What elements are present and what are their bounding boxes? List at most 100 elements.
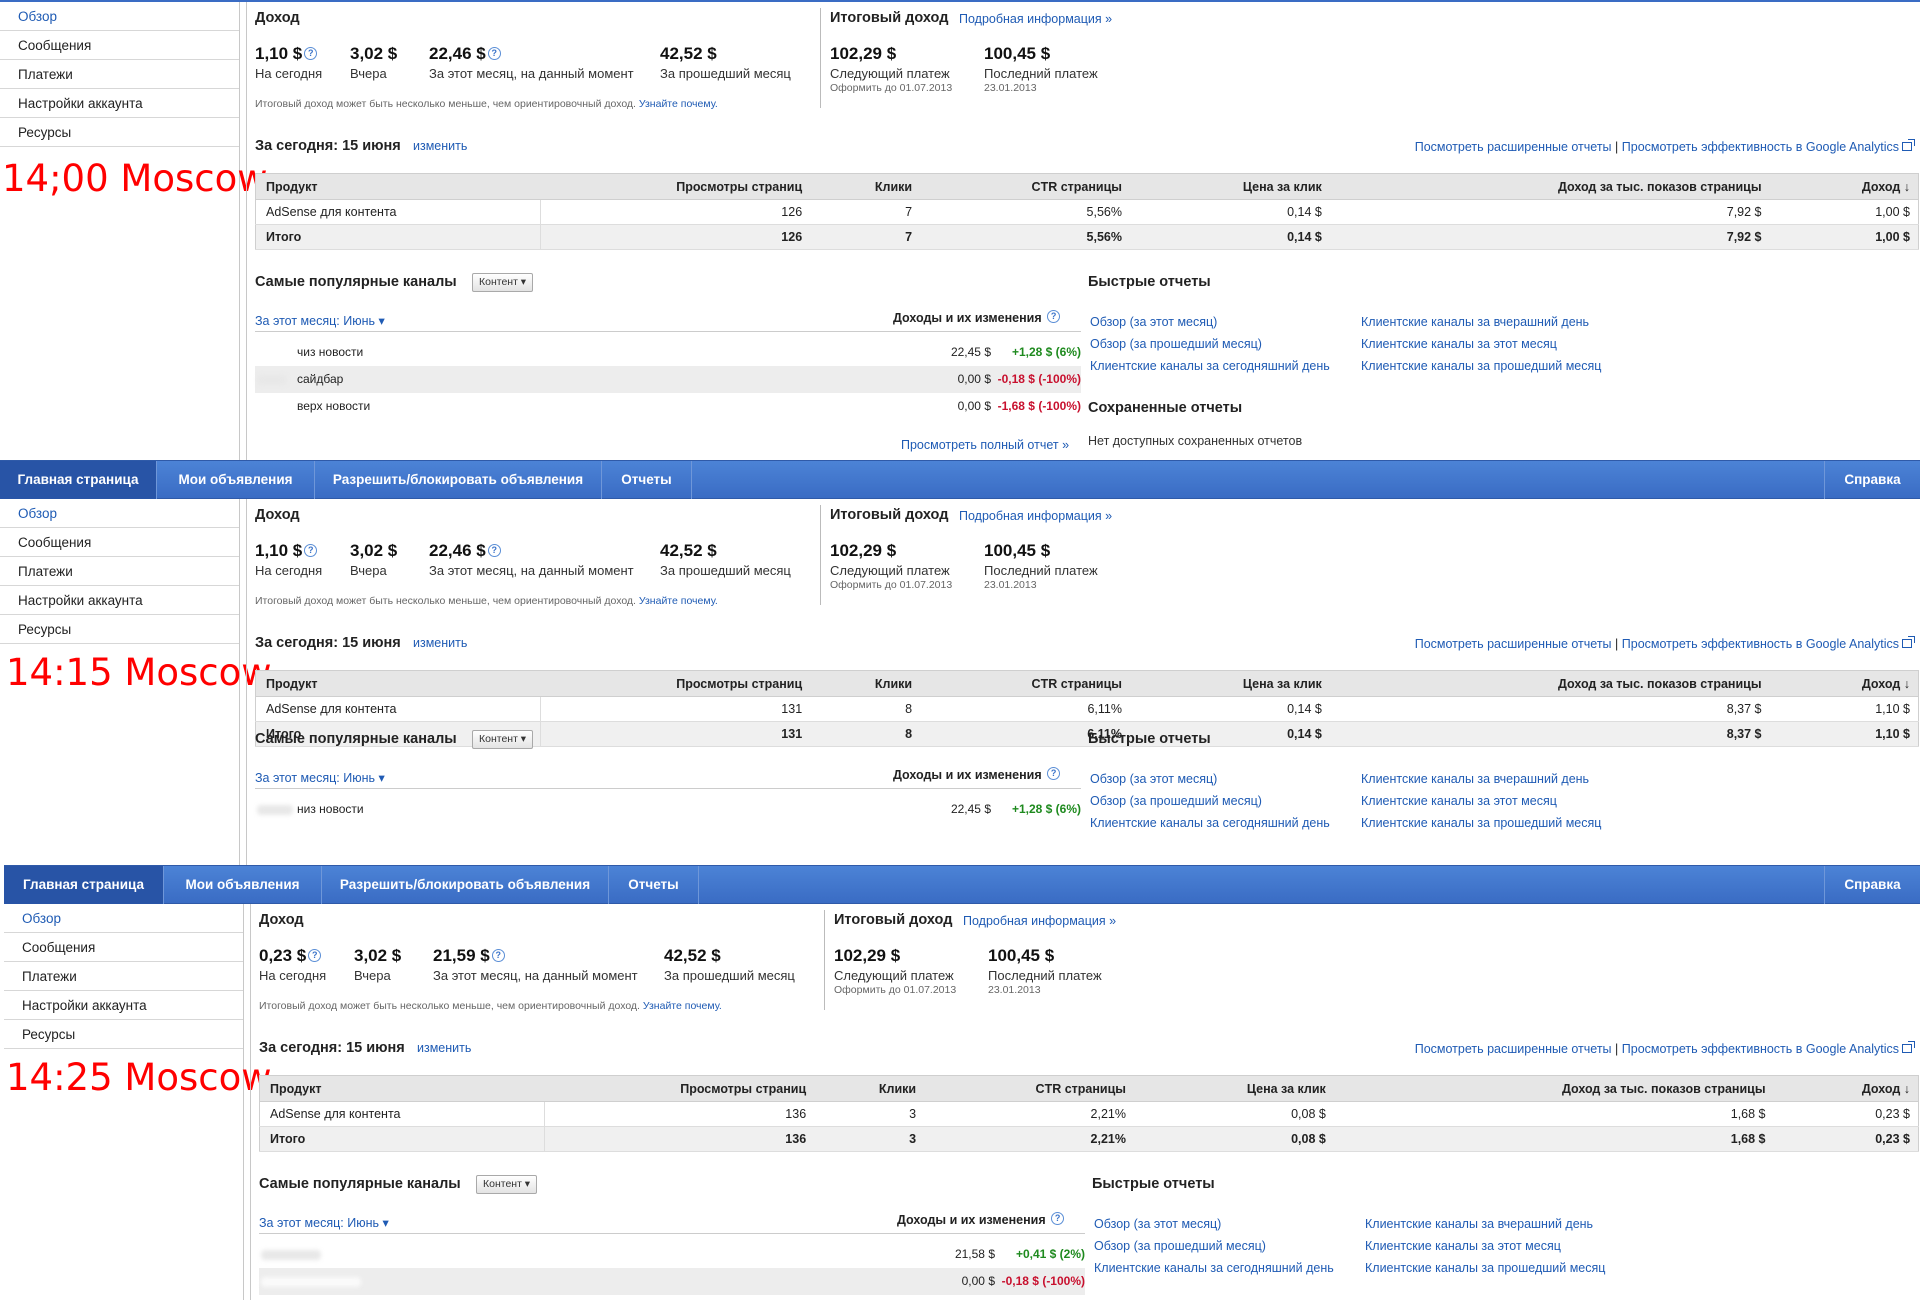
quick-link-overview-last-month[interactable]: Обзор (за прошедший месяц): [1094, 1239, 1266, 1253]
quick-link-channels-month[interactable]: Клиентские каналы за этот месяц: [1361, 337, 1557, 351]
quick-reports-title: Быстрые отчеты: [1092, 1176, 1215, 1192]
col-ctr[interactable]: CTR страницы: [920, 173, 1130, 200]
col-income[interactable]: Доход ↓: [1769, 670, 1919, 697]
col-clicks[interactable]: Клики: [814, 1075, 925, 1102]
tab-allow-block-ads[interactable]: Разрешить/блокировать объявления: [315, 461, 602, 499]
col-pageviews[interactable]: Просмотры страниц: [540, 173, 811, 200]
content-dropdown[interactable]: Контент ▾: [476, 1175, 538, 1194]
month-filter[interactable]: За этот месяц: Июнь ▾: [255, 771, 385, 785]
help-icon[interactable]: ?: [487, 544, 501, 557]
details-link[interactable]: Подробная информация »: [959, 509, 1113, 523]
col-product[interactable]: Продукт: [255, 670, 541, 697]
col-rpm[interactable]: Доход за тыс. показов страницы: [1329, 670, 1770, 697]
details-link[interactable]: Подробная информация »: [963, 914, 1117, 928]
quick-link-channels-last-month[interactable]: Клиентские каналы за прошедший месяц: [1365, 1261, 1606, 1275]
google-analytics-link[interactable]: Просмотреть эффективность в Google Analy…: [1621, 140, 1899, 154]
quick-link-channels-month[interactable]: Клиентские каналы за этот месяц: [1365, 1239, 1561, 1253]
advanced-reports-link[interactable]: Посмотреть расширенные отчеты: [1414, 140, 1612, 154]
col-rpm[interactable]: Доход за тыс. показов страницы: [1329, 173, 1770, 200]
sidebar-item-account-settings[interactable]: Настройки аккаунта: [0, 586, 239, 615]
col-pageviews[interactable]: Просмотры страниц: [544, 1075, 815, 1102]
tab-home[interactable]: Главная страница: [4, 866, 164, 904]
help-icon[interactable]: ?: [491, 949, 505, 962]
tab-allow-block-ads[interactable]: Разрешить/блокировать объявления: [322, 866, 609, 904]
google-analytics-link[interactable]: Просмотреть эффективность в Google Analy…: [1621, 637, 1899, 651]
sidebar-item-account-settings[interactable]: Настройки аккаунта: [4, 991, 243, 1020]
learn-why-link[interactable]: Узнайте почему.: [638, 98, 718, 110]
sidebar-item-messages[interactable]: Сообщения: [4, 933, 243, 962]
list-item: верх новости 0,00 $ -1,68 $ (-100%): [297, 399, 1081, 413]
quick-link-channels-yesterday[interactable]: Клиентские каналы за вчерашний день: [1361, 315, 1590, 329]
help-icon[interactable]: ?: [487, 47, 501, 60]
help-icon[interactable]: ?: [1047, 767, 1061, 780]
col-pageviews[interactable]: Просмотры страниц: [540, 670, 811, 697]
quick-link-channels-today[interactable]: Клиентские каналы за сегодняшний день: [1090, 816, 1330, 830]
col-rpm[interactable]: Доход за тыс. показов страницы: [1333, 1075, 1774, 1102]
quick-link-channels-today[interactable]: Клиентские каналы за сегодняшний день: [1094, 1261, 1334, 1275]
change-date-link[interactable]: изменить: [413, 636, 468, 650]
details-link[interactable]: Подробная информация »: [959, 12, 1113, 26]
quick-link-channels-last-month[interactable]: Клиентские каналы за прошедший месяц: [1361, 816, 1602, 830]
quick-link-overview-month[interactable]: Обзор (за этот месяц): [1090, 772, 1218, 786]
advanced-reports-link[interactable]: Посмотреть расширенные отчеты: [1414, 637, 1612, 651]
tab-reports[interactable]: Отчеты: [609, 866, 699, 904]
sidebar-item-payments[interactable]: Платежи: [4, 962, 243, 991]
tab-reports[interactable]: Отчеты: [602, 461, 692, 499]
quick-link-channels-yesterday[interactable]: Клиентские каналы за вчерашний день: [1361, 772, 1590, 786]
advanced-reports-link[interactable]: Посмотреть расширенные отчеты: [1414, 1042, 1612, 1056]
col-cpc[interactable]: Цена за клик: [1129, 173, 1330, 200]
sidebar-item-account-settings[interactable]: Настройки аккаунта: [0, 89, 239, 118]
col-cpc[interactable]: Цена за клик: [1133, 1075, 1334, 1102]
quick-link-overview-last-month[interactable]: Обзор (за прошедший месяц): [1090, 794, 1262, 808]
help-link[interactable]: Справка: [1824, 866, 1920, 904]
col-income[interactable]: Доход ↓: [1769, 173, 1919, 200]
help-icon[interactable]: ?: [1047, 310, 1061, 323]
sidebar-item-overview[interactable]: Обзор: [4, 904, 243, 933]
tab-home[interactable]: Главная страница: [0, 461, 157, 499]
sidebar-item-payments[interactable]: Платежи: [0, 60, 239, 89]
col-product[interactable]: Продукт: [259, 1075, 545, 1102]
sidebar-item-overview[interactable]: Обзор: [0, 2, 239, 31]
col-ctr[interactable]: CTR страницы: [924, 1075, 1134, 1102]
col-clicks[interactable]: Клики: [810, 670, 921, 697]
help-icon[interactable]: ?: [304, 47, 318, 60]
quick-link-channels-month[interactable]: Клиентские каналы за этот месяц: [1361, 794, 1557, 808]
tab-my-ads[interactable]: Мои объявления: [157, 461, 315, 499]
month-filter[interactable]: За этот месяц: Июнь ▾: [259, 1216, 389, 1230]
income-changes-header: Доходы и их изменения ?: [897, 1212, 1065, 1227]
content-dropdown[interactable]: Контент ▾: [472, 730, 534, 749]
report-links: Посмотреть расширенные отчеты | Просмотр…: [1414, 139, 1915, 154]
quick-link-channels-today[interactable]: Клиентские каналы за сегодняшний день: [1090, 359, 1330, 373]
learn-why-link[interactable]: Узнайте почему.: [638, 595, 718, 607]
sidebar-item-resources[interactable]: Ресурсы: [0, 615, 239, 644]
change-date-link[interactable]: изменить: [413, 139, 468, 153]
content-dropdown[interactable]: Контент ▾: [472, 273, 534, 292]
sidebar-item-resources[interactable]: Ресурсы: [0, 118, 239, 147]
help-icon[interactable]: ?: [1051, 1212, 1065, 1225]
col-product[interactable]: Продукт: [255, 173, 541, 200]
sidebar-item-resources[interactable]: Ресурсы: [4, 1020, 243, 1049]
change-date-link[interactable]: изменить: [417, 1041, 472, 1055]
col-income[interactable]: Доход ↓: [1773, 1075, 1919, 1102]
sidebar-item-messages[interactable]: Сообщения: [0, 528, 239, 557]
google-analytics-link[interactable]: Просмотреть эффективность в Google Analy…: [1621, 1042, 1899, 1056]
help-icon[interactable]: ?: [304, 544, 318, 557]
quick-link-channels-last-month[interactable]: Клиентские каналы за прошедший месяц: [1361, 359, 1602, 373]
quick-link-overview-last-month[interactable]: Обзор (за прошедший месяц): [1090, 337, 1262, 351]
quick-link-channels-yesterday[interactable]: Клиентские каналы за вчерашний день: [1365, 1217, 1594, 1231]
last-payment-note: 23.01.2013: [984, 82, 1037, 94]
quick-link-overview-month[interactable]: Обзор (за этот месяц): [1094, 1217, 1222, 1231]
sidebar-item-overview[interactable]: Обзор: [0, 499, 239, 528]
help-link[interactable]: Справка: [1824, 461, 1920, 499]
help-icon[interactable]: ?: [308, 949, 322, 962]
tab-my-ads[interactable]: Мои объявления: [164, 866, 322, 904]
sidebar-item-messages[interactable]: Сообщения: [0, 31, 239, 60]
quick-link-overview-month[interactable]: Обзор (за этот месяц): [1090, 315, 1218, 329]
learn-why-link[interactable]: Узнайте почему.: [642, 1000, 722, 1012]
col-ctr[interactable]: CTR страницы: [920, 670, 1130, 697]
full-report-link[interactable]: Просмотреть полный отчет »: [901, 438, 1070, 452]
col-cpc[interactable]: Цена за клик: [1129, 670, 1330, 697]
sidebar-item-payments[interactable]: Платежи: [0, 557, 239, 586]
month-filter[interactable]: За этот месяц: Июнь ▾: [255, 314, 385, 328]
col-clicks[interactable]: Клики: [810, 173, 921, 200]
